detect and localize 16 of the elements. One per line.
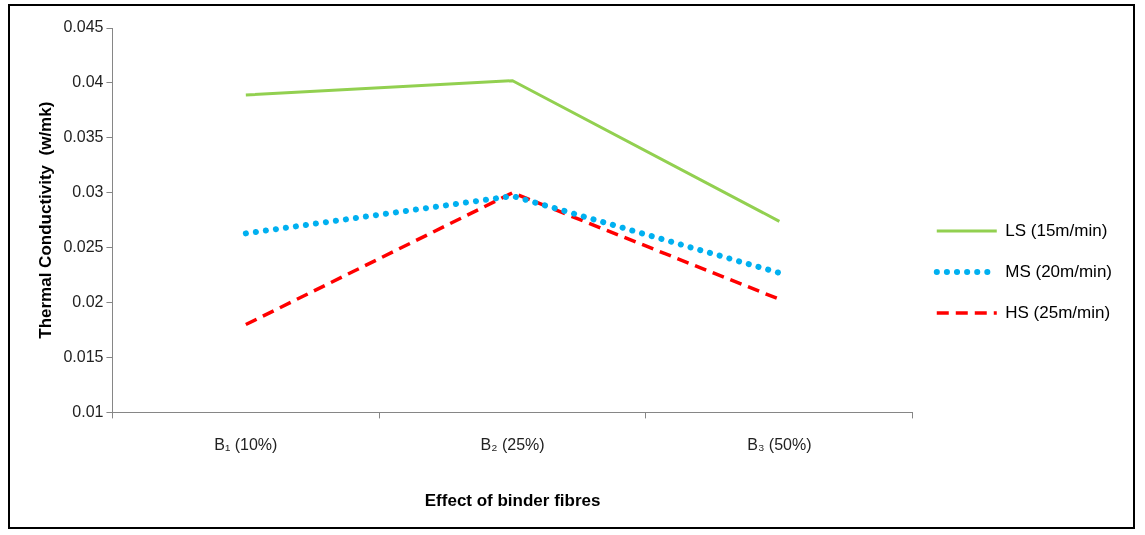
y-tick-label: 0.025: [63, 238, 104, 256]
legend-label: HS (25m/min): [1005, 302, 1111, 322]
y-axis-title: Thermal Conductivity (w/mk): [35, 101, 55, 339]
y-tick-label: 0.04: [72, 73, 104, 91]
y-tick-label: 0.035: [63, 128, 104, 146]
y-tick-label: 0.015: [63, 347, 104, 365]
x-axis-title: Effect of binder fibres: [424, 491, 601, 511]
legend-label: MS (20m/min): [1005, 261, 1112, 281]
x-tick-label: B₃ (50%): [747, 436, 812, 454]
y-tick-label: 0.02: [72, 292, 104, 310]
y-tick-label: 0.01: [72, 402, 104, 420]
x-tick-label: B₂ (25%): [480, 436, 545, 454]
y-tick-label: 0.03: [72, 183, 104, 201]
legend-label: LS (15m/min): [1005, 220, 1108, 240]
x-tick-label: B₁ (10%): [214, 436, 278, 454]
y-tick-label: 0.045: [63, 18, 104, 36]
